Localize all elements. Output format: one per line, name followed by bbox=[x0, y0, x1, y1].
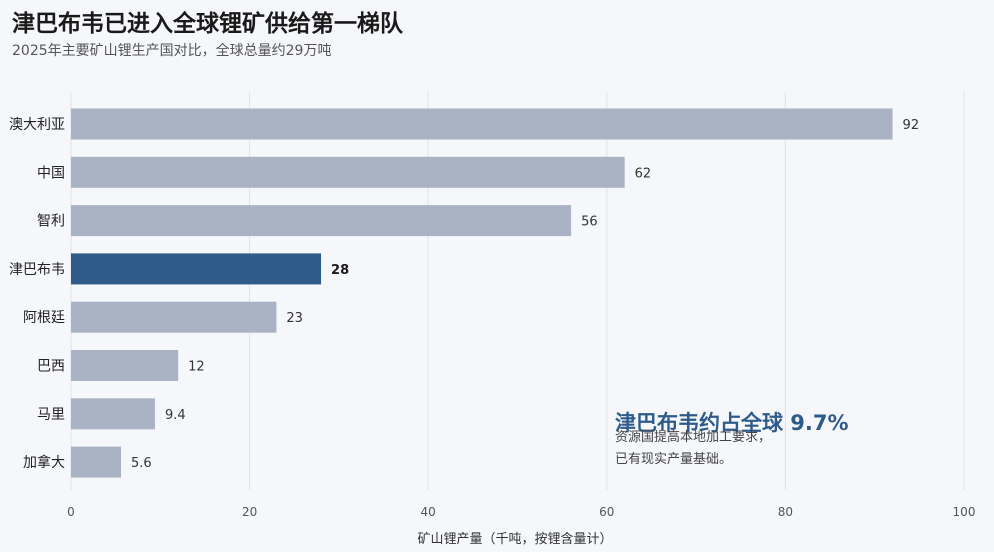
value-label: 5.6 bbox=[131, 456, 152, 471]
chart-subtitle: 2025年主要矿山锂生产国对比，全球总量约29万吨 bbox=[12, 43, 332, 59]
x-tick-label: 80 bbox=[778, 505, 793, 519]
value-label: 56 bbox=[581, 215, 598, 230]
category-label: 阿根廷 bbox=[23, 310, 65, 326]
value-label: 62 bbox=[635, 166, 652, 181]
value-label: 28 bbox=[331, 263, 349, 278]
bar bbox=[71, 156, 625, 188]
x-axis: 0 20 40 60 80 100 bbox=[67, 505, 975, 519]
category-label: 巴西 bbox=[37, 359, 65, 375]
category-label: 澳大利亚 bbox=[9, 117, 65, 133]
chart-title: 津巴布韦已进入全球锂矿供给第一梯队 bbox=[12, 11, 403, 37]
value-label: 92 bbox=[903, 118, 920, 133]
x-tick-label: 60 bbox=[599, 505, 614, 519]
category-label: 马里 bbox=[37, 407, 65, 423]
x-tick-label: 0 bbox=[67, 505, 75, 519]
category-label: 加拿大 bbox=[23, 454, 65, 471]
annotation-line-1: 资源国提高本地加工要求， bbox=[615, 429, 771, 445]
category-label: 津巴布韦 bbox=[9, 262, 65, 278]
bar bbox=[71, 398, 155, 430]
bars: 澳大利亚 92 中国 62 智利 56 津巴布韦 28 阿根廷 23 巴西 12 马里 9.4 加拿大 5.6 bbox=[9, 108, 920, 478]
bar bbox=[71, 108, 893, 140]
bar bbox=[71, 446, 122, 478]
annotation-line-2: 已有现实产量基础。 bbox=[615, 452, 732, 467]
category-label: 中国 bbox=[37, 165, 65, 181]
category-label: 智利 bbox=[37, 214, 65, 230]
bar bbox=[71, 253, 322, 285]
x-tick-label: 40 bbox=[421, 505, 436, 519]
value-label: 9.4 bbox=[165, 408, 186, 423]
bar bbox=[71, 205, 572, 237]
annotation: 津巴布韦约占全球 9.7% 资源国提高本地加工要求， 已有现实产量基础。 bbox=[615, 411, 849, 467]
value-label: 12 bbox=[188, 360, 205, 375]
bar bbox=[71, 301, 277, 333]
value-label: 23 bbox=[286, 311, 303, 326]
x-axis-label: 矿山锂产量（千吨，按锂含量计） bbox=[417, 531, 612, 547]
x-tick-label: 20 bbox=[242, 505, 257, 519]
x-tick-label: 100 bbox=[953, 505, 976, 519]
annotation-title: 津巴布韦约占全球 9.7% bbox=[615, 411, 849, 435]
bar bbox=[71, 350, 179, 381]
